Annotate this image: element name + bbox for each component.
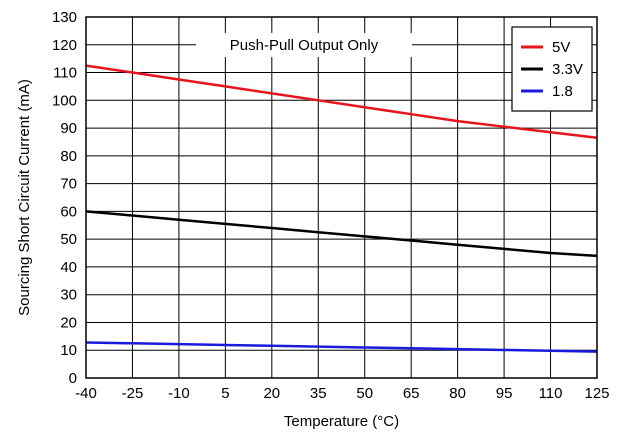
annotation: Push-Pull Output Only: [196, 33, 412, 57]
legend-label: 1.8: [552, 83, 573, 100]
legend-label: 3.3V: [552, 61, 583, 78]
x-tick-label: 125: [584, 385, 609, 402]
x-tick-label: 35: [310, 385, 327, 402]
x-tick-label: 95: [496, 385, 513, 402]
legend-label: 5V: [552, 39, 570, 56]
y-tick-label: 0: [69, 370, 77, 387]
annotation-background: [196, 33, 412, 57]
x-axis-title: Temperature (°C): [284, 413, 399, 430]
series-lines: [85, 64, 598, 353]
x-tick-labels: -40 -25 -10 5 20 35 50 65 80 95 110 125: [75, 385, 609, 402]
y-tick-label: 40: [60, 259, 77, 276]
y-tick-labels: 0 10 20 30 40 50 60 70 80 90 100 110 120 130: [52, 9, 77, 387]
series-line-1-8: [85, 341, 598, 353]
x-tick-label: 5: [221, 385, 229, 402]
x-tick-label: -25: [122, 385, 144, 402]
y-tick-label: 90: [60, 120, 77, 137]
x-tick-label: 65: [403, 385, 420, 402]
y-tick-label: 80: [60, 148, 77, 165]
y-tick-label: 70: [60, 176, 77, 193]
series-line-3-3v: [85, 210, 598, 258]
x-tick-label: -10: [168, 385, 190, 402]
y-tick-label: 50: [60, 231, 77, 248]
y-tick-label: 110: [53, 65, 77, 82]
x-tick-label: 50: [356, 385, 373, 402]
y-tick-label: 100: [52, 92, 77, 109]
series-line-5v: [85, 64, 598, 140]
x-tick-label: -40: [75, 385, 97, 402]
y-tick-label: 130: [52, 9, 77, 26]
y-tick-label: 10: [60, 342, 77, 359]
legend: 5V 3.3V 1.8: [511, 26, 593, 112]
x-tick-label: 20: [263, 385, 280, 402]
y-tick-label: 20: [60, 314, 77, 331]
y-axis-title: Sourcing Short Circuit Current (mA): [16, 79, 33, 316]
y-tick-label: 60: [60, 203, 77, 220]
y-tick-label: 120: [52, 37, 77, 54]
x-tick-label: 110: [539, 385, 563, 402]
plot-frame: [85, 16, 598, 379]
annotation-text: Push-Pull Output Only: [230, 37, 379, 54]
x-tick-label: 80: [449, 385, 466, 402]
y-tick-label: 30: [60, 287, 77, 304]
